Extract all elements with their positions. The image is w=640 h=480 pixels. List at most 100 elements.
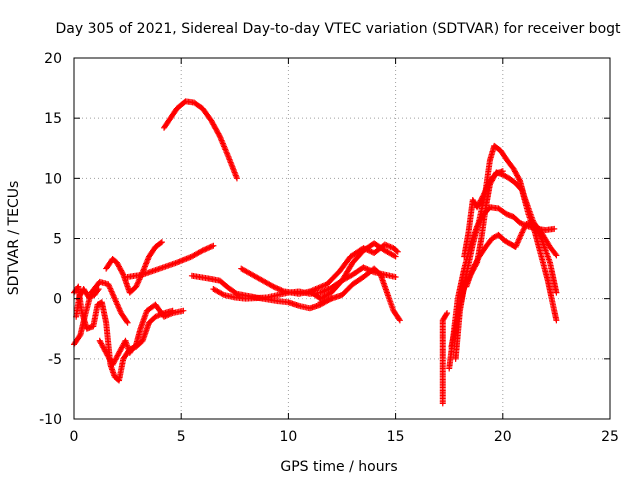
x-tick-label: 25 [601, 429, 619, 445]
data-point-marker [361, 245, 368, 252]
series-arc-i [238, 240, 399, 302]
data-point-marker [274, 285, 281, 292]
y-tick-label: -5 [48, 352, 62, 368]
data-point-marker [119, 270, 126, 277]
data-point-marker [158, 239, 165, 246]
y-tick-label: 0 [53, 292, 62, 308]
data-point-marker [209, 243, 216, 250]
series-arc-e [124, 242, 217, 281]
data-point-marker [123, 318, 130, 325]
data-point-marker [270, 283, 277, 290]
data-point-marker [553, 317, 560, 324]
data-point-marker [393, 247, 400, 254]
data-point-marker [233, 175, 240, 182]
data-point-marker [392, 253, 399, 260]
data-point-marker [392, 274, 399, 281]
data-point-marker [203, 245, 210, 252]
data-point-marker [76, 332, 83, 339]
data-point-marker [320, 288, 327, 295]
series-arc-k [306, 241, 401, 295]
data-point-marker [88, 293, 95, 300]
chart-title: Day 305 of 2021, Sidereal Day-to-day VTE… [55, 21, 621, 37]
y-tick-label: -10 [39, 412, 62, 428]
data-point-marker [361, 264, 368, 271]
data-points [71, 98, 560, 407]
data-point-marker [210, 242, 217, 249]
data-point-marker [364, 266, 371, 273]
data-point-marker [365, 247, 372, 254]
data-point-marker [124, 319, 131, 326]
data-point-marker [207, 243, 214, 250]
data-point-marker [553, 289, 560, 296]
data-point-marker [364, 246, 371, 253]
x-tick-label: 20 [494, 429, 512, 445]
data-point-marker [516, 176, 523, 183]
series-arc-d [103, 239, 165, 296]
y-tick-label: 15 [44, 111, 62, 127]
y-tick-label: 10 [44, 171, 62, 187]
data-point-marker [325, 286, 332, 293]
data-point-marker [278, 287, 285, 294]
data-point-marker [157, 239, 164, 246]
data-point-marker [216, 131, 223, 138]
series-arc-b [71, 283, 176, 384]
series-arc-l [439, 310, 451, 407]
data-point-marker [87, 293, 94, 300]
data-point-marker [271, 284, 278, 291]
data-point-marker [363, 246, 370, 253]
series-arc-c [96, 301, 187, 368]
data-point-marker [479, 193, 486, 200]
data-point-marker [444, 310, 451, 317]
data-point-marker [322, 287, 329, 294]
y-axis-label: SDTVAR / TECUs [6, 181, 22, 296]
data-point-marker [277, 286, 284, 293]
data-point-marker [551, 225, 558, 232]
series-arc-p [463, 219, 560, 290]
data-point-marker [321, 287, 328, 294]
data-point-marker [360, 245, 367, 252]
data-point-marker [367, 248, 374, 255]
data-point-marker [232, 289, 239, 296]
data-point-marker [205, 245, 211, 252]
series-arc-f [161, 98, 240, 182]
data-point-marker [318, 289, 325, 296]
data-point-marker [396, 316, 403, 323]
x-tick-label: 10 [279, 429, 297, 445]
data-point-marker [360, 264, 367, 271]
data-point-marker [396, 317, 403, 324]
data-point-marker [499, 168, 506, 175]
data-point-marker [199, 247, 206, 254]
y-tick-label: 5 [53, 232, 62, 248]
series-arc-j [317, 265, 403, 324]
data-point-marker [552, 251, 559, 258]
data-point-marker [269, 282, 276, 289]
y-tick-label: 20 [44, 51, 62, 67]
data-point-marker [324, 286, 331, 293]
data-point-marker [95, 286, 102, 293]
data-point-marker [200, 246, 207, 253]
grid-lines [74, 58, 610, 419]
data-point-marker [273, 284, 280, 291]
data-point-marker [132, 342, 139, 349]
x-tick-label: 0 [70, 429, 79, 445]
data-point-marker [206, 244, 213, 251]
data-point-marker [317, 289, 324, 296]
data-point-marker [86, 294, 93, 301]
data-point-marker [443, 311, 450, 318]
x-tick-label: 5 [177, 429, 186, 445]
data-point-marker [219, 291, 226, 298]
data-point-marker [363, 265, 370, 272]
data-point-marker [202, 246, 209, 253]
data-point-marker [94, 287, 101, 294]
data-point-marker [391, 252, 398, 259]
data-point-marker [279, 287, 286, 294]
series-arc-a [71, 278, 131, 348]
data-point-marker [275, 286, 282, 293]
data-point-marker [180, 307, 187, 314]
x-axis-label: GPS time / hours [280, 459, 397, 475]
data-point-marker [198, 248, 205, 255]
axis-ticks: 0 5 10 15 20 25 -10 -5 0 5 10 15 20 [39, 51, 619, 445]
data-point-marker [553, 252, 560, 259]
